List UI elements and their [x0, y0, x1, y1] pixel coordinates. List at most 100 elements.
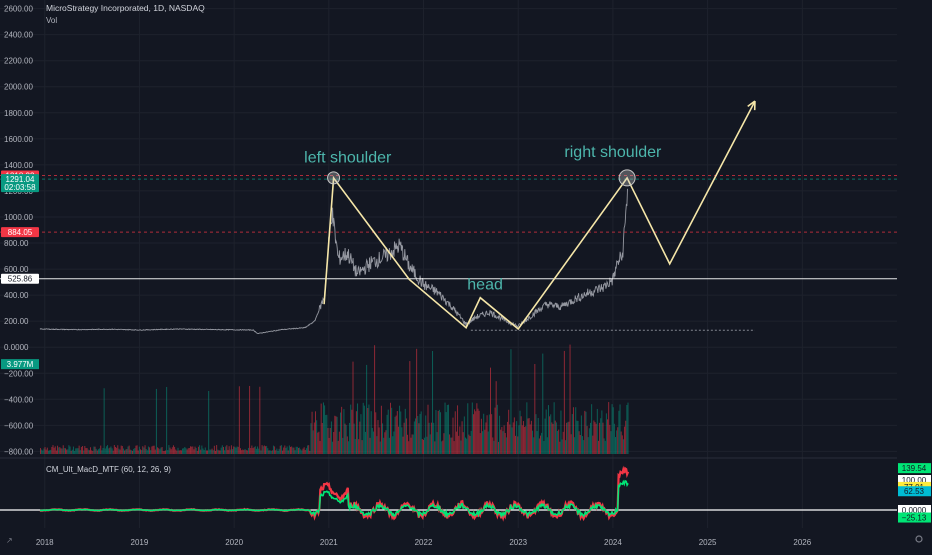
volume-bar — [108, 448, 110, 454]
volume-bar — [220, 447, 222, 454]
volume-bar — [542, 353, 544, 454]
volume-bar — [521, 425, 523, 454]
volume-bar — [387, 409, 389, 454]
volume-bar — [509, 424, 511, 454]
volume-bar — [513, 417, 515, 454]
volume-bar — [97, 449, 99, 454]
price-level-badge-label: 525.86 — [8, 275, 33, 284]
macd-level-label: 100.00 — [902, 476, 927, 485]
volume-bar — [518, 425, 520, 454]
volume-bar — [522, 421, 524, 454]
volume-bar — [461, 421, 463, 454]
volume-bar — [302, 448, 304, 454]
volume-bar — [354, 439, 356, 454]
volume-bar — [289, 446, 291, 454]
volume-bar — [304, 449, 306, 454]
volume-bar — [469, 436, 471, 454]
volume-bar — [218, 450, 220, 454]
volume-bar — [149, 447, 151, 454]
volume-bar — [171, 447, 173, 454]
volume-bar — [491, 414, 493, 454]
volume-bar — [211, 448, 213, 454]
price-level-badge[interactable] — [1, 174, 39, 193]
volume-bar — [263, 445, 265, 454]
volume-bar — [384, 432, 386, 454]
volume-legend[interactable]: Vol — [46, 16, 58, 25]
head-and-shoulders-path[interactable] — [323, 100, 756, 331]
volume-bar — [200, 449, 202, 454]
volume-bar — [52, 445, 54, 454]
tradingview-logo-icon[interactable]: ↗ — [6, 536, 13, 545]
price-tick-label: 2600.00 — [4, 5, 33, 14]
annotation-label[interactable]: right shoulder — [564, 144, 662, 161]
annotation-label[interactable]: left shoulder — [304, 149, 392, 166]
volume-bar — [344, 423, 346, 454]
volume-bar — [291, 446, 293, 454]
volume-bar — [320, 403, 322, 454]
volume-bar — [125, 449, 127, 454]
right-shoulder-marker[interactable] — [618, 169, 636, 187]
volume-bar — [382, 423, 384, 454]
volume-bar — [242, 449, 244, 454]
left-shoulder-marker[interactable] — [327, 171, 341, 185]
volume-bar — [566, 422, 568, 454]
volume-bar — [626, 404, 628, 454]
volume-bar — [303, 447, 305, 454]
indicator-legend[interactable]: CM_Ult_MacD_MTF (60, 12, 26, 9) — [46, 465, 171, 474]
volume-bar — [261, 445, 263, 454]
volume-bar — [514, 435, 516, 454]
volume-bar — [401, 427, 403, 454]
volume-bar — [480, 418, 482, 454]
volume-bar — [102, 448, 104, 454]
volume-bar — [205, 450, 207, 454]
volume-bar — [433, 422, 435, 454]
volume-bar — [564, 440, 566, 454]
volume-bar — [414, 418, 416, 454]
volume-bar — [326, 414, 328, 454]
volume-bar — [475, 411, 477, 454]
volume-bar — [44, 447, 46, 454]
volume-bar — [311, 411, 313, 454]
volume-bar — [334, 415, 336, 454]
volume-bar — [503, 425, 505, 454]
volume-bar — [554, 420, 556, 454]
volume-bar — [269, 450, 271, 454]
volume-bar — [53, 447, 55, 454]
volume-bar — [319, 440, 321, 454]
volume-bar — [229, 449, 231, 454]
volume-bar — [333, 432, 335, 454]
volume-bar — [438, 409, 440, 454]
settings-gear-icon[interactable] — [914, 534, 924, 544]
volume-bar — [184, 446, 186, 454]
annotation-label[interactable]: head — [467, 276, 503, 293]
volume-bar — [529, 424, 531, 454]
volume-bar — [142, 446, 144, 454]
symbol-title[interactable]: MicroStrategy Incorporated, 1D, NASDAQ — [46, 3, 205, 13]
volume-bar — [525, 426, 527, 454]
price-level-badge[interactable] — [1, 273, 39, 284]
volume-bar — [99, 448, 101, 454]
volume-bar — [417, 416, 419, 454]
volume-bar — [147, 446, 149, 454]
time-tick-label: 2021 — [320, 538, 338, 547]
volume-bar — [386, 414, 388, 454]
volume-bar — [157, 447, 159, 454]
price-level-badge[interactable] — [1, 227, 39, 238]
volume-bar — [516, 421, 518, 454]
arrow-head-icon — [747, 100, 756, 111]
volume-bar — [78, 445, 80, 454]
volume-bar — [170, 449, 172, 454]
volume-bar — [610, 431, 612, 454]
volume-bar — [359, 421, 361, 454]
volume-bar — [349, 422, 351, 454]
volume-bar — [126, 449, 128, 454]
volume-bar — [222, 447, 224, 454]
volume-bar — [345, 424, 347, 454]
volume-bar — [410, 437, 412, 454]
volume-bar — [135, 445, 137, 454]
price-tick-label: 1600.00 — [4, 135, 33, 144]
volume-bar — [426, 436, 428, 454]
volume-bar — [535, 414, 537, 454]
